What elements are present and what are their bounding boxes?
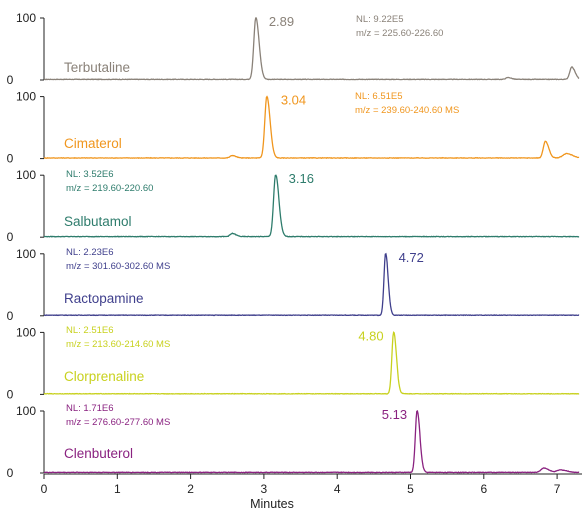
compound-name: Clenbuterol [64,446,133,461]
x-tick-label: 3 [261,482,268,496]
nl-label: NL: 9.22E5 [356,14,404,25]
peak-label: 3.04 [281,93,306,108]
peak-label: 3.16 [289,171,314,186]
trace-ractopamine [44,252,580,317]
nl-label: NL: 2.51E6 [66,325,114,336]
panel-terbutaline: 100 0 Terbutaline 2.89 NL: 9.22E5 m/z = 225.6… [7,11,580,87]
mz-label: m/z = 239.60-240.60 MS [355,105,459,116]
y-tick-label: 100 [16,90,36,104]
nl-label: NL: 6.51E5 [355,91,403,102]
nl-label: NL: 3.52E6 [66,169,114,180]
x-tick-label: 1 [114,482,121,496]
panel-clorprenaline: 100 0 Clorprenaline 4.80 NL: 2.51E6 m/z = 213… [7,325,580,401]
y-tick-label: 100 [16,325,36,339]
x-tick-label: 4 [334,482,341,496]
y-tick-label: 100 [16,247,36,261]
y-tick-label: 100 [16,404,36,418]
trace-terbutaline [44,17,580,81]
mz-label: m/z = 213.60-214.60 MS [66,339,170,350]
y-tick-label: 0 [7,73,14,87]
peak-label: 4.80 [358,328,383,343]
trace-cimaterol [43,95,580,160]
x-tick-label: 7 [554,482,561,496]
x-tick-label: 0 [41,482,48,496]
panel-cimaterol: 100 0 Cimaterol 3.04 NL: 6.51E5 m/z = 239.60-… [7,90,580,166]
panel-ractopamine: 100 0 Ractopamine 4.72 NL: 2.23E6 m/z = 301.6… [7,247,580,323]
mz-label: m/z = 225.60-226.60 [356,28,443,39]
mz-label: m/z = 301.60-302.60 MS [66,261,170,272]
trace-salbutamol [43,174,580,238]
y-tick-label: 0 [7,466,14,480]
x-axis: 0 1 2 3 4 5 6 7 [41,473,582,496]
peak-label: 2.89 [269,14,294,29]
nl-label: NL: 1.71E6 [66,403,114,414]
compound-name: Salbutamol [64,214,132,229]
x-tick-label: 2 [187,482,194,496]
x-tick-label: 5 [407,482,414,496]
y-tick-label: 100 [16,11,36,25]
trace-clorprenaline [43,331,580,395]
compound-name: Cimaterol [64,136,122,151]
x-tick-label: 6 [480,482,487,496]
compound-name: Clorprenaline [64,369,144,384]
panel-salbutamol: 100 0 Salbutamol 3.16 NL: 3.52E6 m/z = 219.60… [7,168,580,244]
y-tick-label: 0 [7,152,14,166]
compound-name: Ractopamine [64,291,144,306]
trace-clenbuterol [43,409,580,474]
nl-label: NL: 2.23E6 [66,247,114,258]
peak-label: 4.72 [399,250,424,265]
peak-label: 5.13 [382,407,407,422]
panel-clenbuterol: 100 0 Clenbuterol 5.13 NL: 1.71E6 m/z = 276.6… [7,403,580,480]
y-tick-label: 0 [7,387,14,401]
compound-name: Terbutaline [64,60,130,75]
y-tick-label: 0 [7,309,14,323]
mz-label: m/z = 276.60-277.60 MS [66,417,170,428]
y-tick-label: 0 [7,230,14,244]
mz-label: m/z = 219.60-220.60 [66,183,153,194]
y-tick-label: 100 [16,168,36,182]
x-axis-label: Minutes [250,497,294,511]
